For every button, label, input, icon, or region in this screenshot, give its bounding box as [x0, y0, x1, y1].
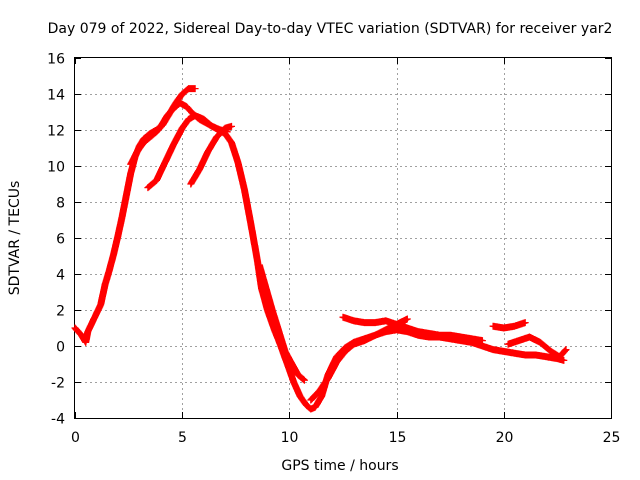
- grid-lines: [75, 58, 611, 418]
- x-axis-label: GPS time / hours: [281, 458, 398, 474]
- series-late-branch: [489, 319, 529, 332]
- y-tick-label: 2: [56, 304, 65, 320]
- x-tick-label: 0: [71, 430, 80, 446]
- series-plateau-branch: [339, 313, 486, 345]
- y-axis-label: SDTVAR / TECUs: [7, 181, 23, 296]
- series-main-trace: [71, 99, 568, 413]
- data-point-markers: [255, 261, 308, 384]
- axis-ticks: 0 5 10 15 20 25 -4 -2 0 2 4 6 8 10 12 14 16: [47, 52, 620, 447]
- chart-title: Day 079 of 2022, Sidereal Day-to-day VTE…: [48, 21, 613, 37]
- x-tick-label: 10: [281, 430, 299, 446]
- data-point-markers: [339, 313, 486, 345]
- data-point-markers: [71, 99, 568, 413]
- y-tick-label: 12: [47, 124, 65, 140]
- y-tick-label: 14: [47, 88, 65, 104]
- x-tick-label: 5: [178, 430, 187, 446]
- y-tick-label: 10: [47, 160, 65, 176]
- y-tick-label: 4: [56, 268, 65, 284]
- data-series: [71, 85, 570, 413]
- data-point-markers: [489, 319, 529, 332]
- series-rising-from-dip: [187, 122, 235, 188]
- plot-frame: [74, 57, 612, 419]
- y-tick-label: 8: [56, 196, 65, 212]
- series-upper-branch: [127, 85, 199, 168]
- series-mid-branch: [307, 315, 411, 404]
- data-point-markers: [144, 112, 231, 192]
- data-point-markers: [187, 122, 235, 188]
- series-lower-branch: [144, 112, 231, 192]
- y-tick-label: -4: [51, 412, 65, 428]
- data-point-markers: [504, 333, 570, 361]
- y-tick-label: 6: [56, 232, 65, 248]
- data-point-markers: [127, 85, 199, 168]
- y-tick-label: 16: [47, 52, 65, 68]
- y-tick-label: -2: [51, 376, 65, 392]
- series-end-branch: [504, 333, 570, 361]
- x-tick-label: 25: [603, 430, 621, 446]
- data-point-markers: [307, 315, 411, 404]
- x-tick-label: 20: [496, 430, 514, 446]
- series-small-early-cluster: [255, 261, 308, 384]
- x-tick-label: 15: [389, 430, 407, 446]
- y-tick-label: 0: [56, 340, 65, 356]
